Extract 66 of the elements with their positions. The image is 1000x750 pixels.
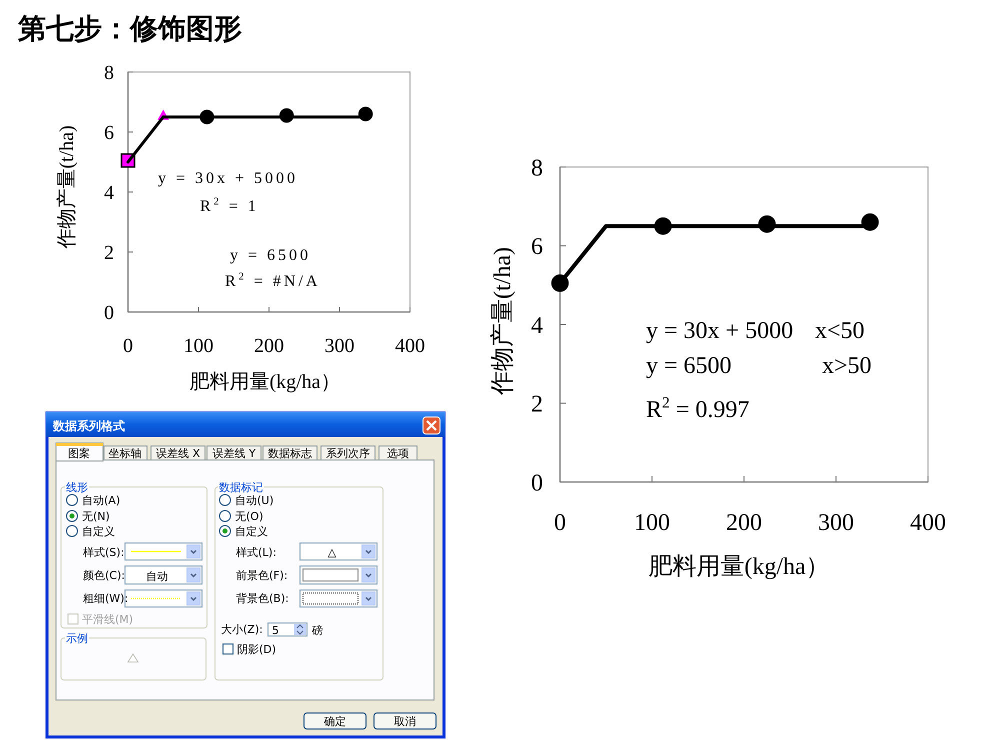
y-tick-label: 6 [531,234,543,260]
x-tick-label: 0 [554,510,566,536]
annotation: y = 30x + 5000 [158,170,298,187]
x-tick-label: 200 [726,510,762,536]
x-tick-label: 0 [123,335,133,357]
annotation: y = 30x + 5000 [646,318,794,344]
text: 背景色(B): [236,592,289,605]
x-tick-label: 100 [634,510,670,536]
annotation: R$^{2}$ = #N/A [225,272,320,290]
x-tick-label: 300 [324,335,354,357]
text: 误差线 Y [212,447,256,460]
y-tick-label: 0 [104,302,114,324]
x-tick-label: 400 [910,510,946,536]
text: 粗细(W): [83,592,128,605]
y-tick-label: 2 [531,392,543,418]
text: 确定 [323,715,346,728]
y-tick-label: 2 [104,242,114,264]
text: 自动(U) [235,494,274,507]
text: 系列次序 [326,447,370,460]
text: 图案 [68,447,90,460]
text: 无(N) [82,510,110,523]
annotation: y = 6500 [230,247,312,264]
y-tick-label: 8 [104,62,114,84]
text: 选项 [387,447,409,460]
text: 自定义 [82,525,115,538]
y-tick-label: 4 [104,182,114,204]
text: 取消 [394,715,416,728]
text: 数据标记 [219,481,263,494]
annotation: y = 6500 [646,353,732,379]
text: 线形 [66,481,88,494]
text: 阴影(D) [237,643,276,656]
y-tick-label: 8 [531,155,543,182]
text: △ [328,546,337,559]
x-tick-label: 200 [254,335,284,357]
x-tick-label: 400 [395,335,425,357]
x-tick-label: 300 [818,510,854,536]
text: 颜色(C): [83,569,125,582]
text: 样式(L): [236,546,276,559]
text: 自动(A) [82,494,120,507]
annotation: x<50 [815,318,865,344]
text: 自动 [146,570,168,583]
text: 误差线 X [156,447,200,460]
y-axis-title: 作物产量(t/ha) [489,247,516,396]
chart-title: 第七步：修饰图形 [17,12,242,45]
y-tick-label: 0 [531,470,543,496]
x-tick-label: 100 [184,335,214,357]
annotation: x>50 [822,353,872,379]
text: 坐标轴 [108,447,142,460]
text: 平滑线(M) [82,613,134,626]
text: 大小(Z): [221,623,263,636]
x-axis-title: 肥料用量(kg/ha） [189,371,341,393]
y-tick-label: 6 [104,122,114,144]
x-axis-title: 肥料用量(kg/ha） [648,554,830,580]
text: 无(O) [235,510,264,523]
annotation: R$^{2}$ = 1 [200,196,259,215]
text: 示例 [66,632,88,645]
text: 5 [272,624,279,637]
text: 自定义 [235,525,268,538]
y-axis-title: 作物产量(t/ha) [56,125,78,250]
text: 数据标志 [268,447,312,460]
text: 磅 [311,624,323,637]
text: 数据系列格式 [52,419,125,433]
y-tick-label: 4 [531,312,543,339]
annotation: R$^{2}$ = 0.997 [646,394,750,423]
text: 样式(S): [83,546,124,559]
text: 前景色(F): [236,569,288,582]
